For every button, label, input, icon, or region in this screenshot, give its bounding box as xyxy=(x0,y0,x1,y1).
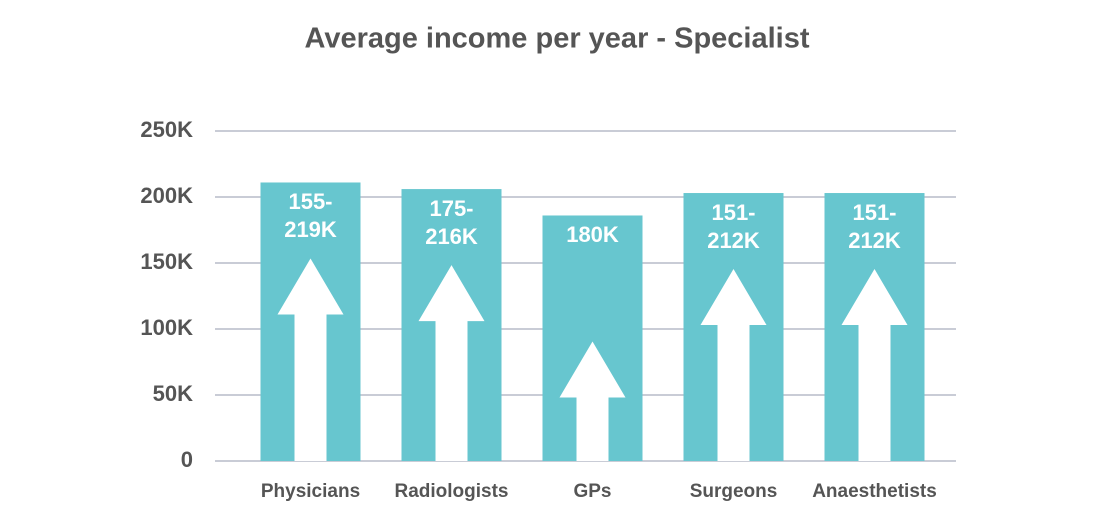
range-label: 155-219K xyxy=(284,189,337,243)
range-label: 151-212K xyxy=(848,200,901,254)
x-tick-label: GPs xyxy=(573,481,611,502)
y-tick-label: 0 xyxy=(181,447,193,472)
arrow-icon xyxy=(559,341,626,461)
range-label: 175-216K xyxy=(425,196,478,250)
arrow-icon xyxy=(277,258,344,461)
arrow-icon xyxy=(700,269,767,461)
y-tick-label: 100K xyxy=(140,315,193,340)
x-tick-label: Radiologists xyxy=(394,481,508,502)
y-tick-label: 150K xyxy=(140,249,193,274)
y-tick-label: 50K xyxy=(153,381,193,406)
chart-title: Average income per year - Specialist xyxy=(304,23,809,55)
x-tick-label: Physicians xyxy=(261,481,360,502)
arrow-icon xyxy=(841,269,908,461)
arrow-icon xyxy=(418,265,485,461)
y-tick-label: 200K xyxy=(140,183,193,208)
y-tick-label: 250K xyxy=(140,117,193,142)
x-tick-label: Surgeons xyxy=(690,481,778,502)
range-label: 151-212K xyxy=(707,200,760,254)
range-label: 180K xyxy=(566,222,619,248)
x-tick-label: Anaesthetists xyxy=(812,481,937,502)
